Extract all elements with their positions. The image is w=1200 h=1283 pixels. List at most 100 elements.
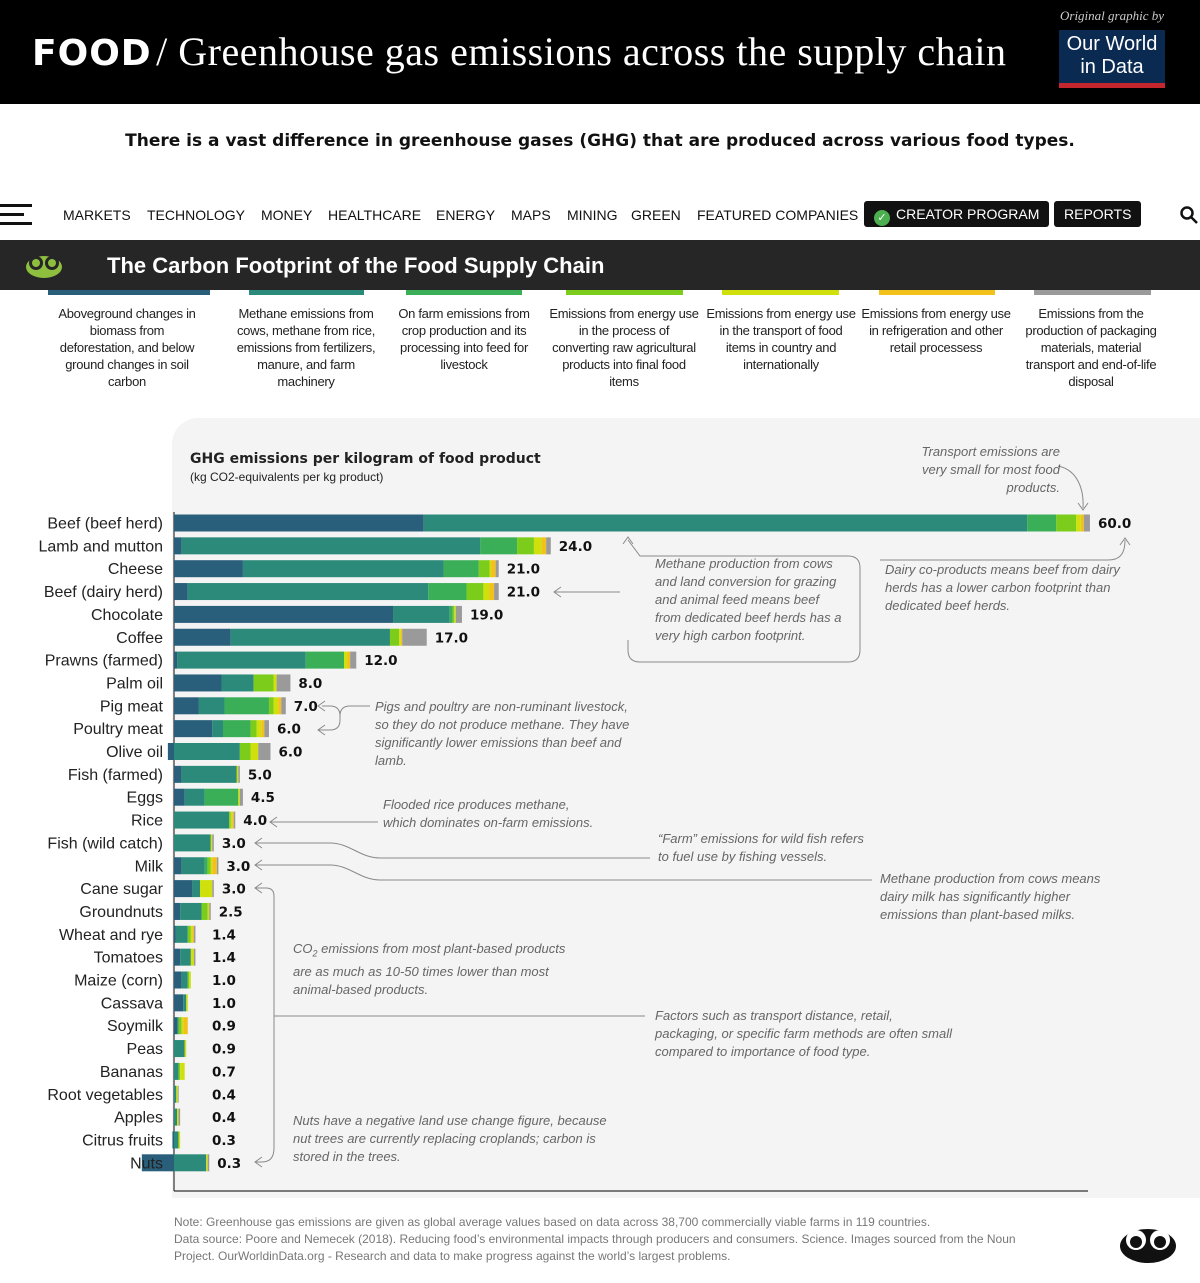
- dairy-connector: [880, 539, 1126, 561]
- value-label: 4.5: [251, 790, 275, 806]
- bar-fish-wild-catch-farm: [174, 834, 211, 852]
- category-label: Fish (farmed): [68, 767, 163, 784]
- banner-category: FOOD: [32, 33, 152, 74]
- legend-processing: Emissions from energy use in the process…: [549, 306, 699, 389]
- bar-tomatoes-farm: [180, 948, 191, 966]
- category-label: Olive oil: [106, 744, 163, 761]
- nav-technology[interactable]: TECHNOLOGY: [147, 207, 246, 223]
- value-label: 0.3: [212, 1133, 236, 1149]
- pigs-bracket: [318, 705, 370, 731]
- nav-healthcare[interactable]: HEALTHCARE: [328, 207, 422, 223]
- bar-chocolate-land-use-change: [174, 605, 394, 623]
- bar-pig-meat-land-use-change: [174, 697, 199, 715]
- value-label: 60.0: [1098, 516, 1131, 532]
- bar-wheat-and-rye-transport: [190, 925, 193, 943]
- bar-prawns-farmed-retail: [347, 651, 351, 669]
- bar-maize-corn-farm: [181, 971, 188, 989]
- value-label: 0.3: [217, 1156, 241, 1172]
- bar-olive-oil-transport: [250, 743, 259, 760]
- bar-chocolate-animal-feed: [449, 605, 453, 623]
- value-label: 6.0: [277, 722, 301, 738]
- brand-logo-bottom-icon: [1120, 1229, 1176, 1263]
- bar-poultry-meat-land-use-change: [174, 720, 213, 738]
- bar-milk-retail: [212, 857, 217, 875]
- menu-icon[interactable]: [0, 204, 32, 226]
- category-label: Peas: [127, 1041, 163, 1058]
- bar-pig-meat-packaging: [281, 697, 286, 715]
- bar-milk-animal-feed: [204, 857, 208, 875]
- nav-energy[interactable]: ENERGY: [436, 207, 496, 223]
- wild-fish-connector: [255, 842, 650, 859]
- bar-eggs-land-use-change: [174, 788, 185, 806]
- bar-prawns-farmed-farm: [177, 651, 306, 669]
- category-label: Soymilk: [107, 1018, 164, 1035]
- nav-maps[interactable]: MAPS: [511, 207, 551, 223]
- reports-label: REPORTS: [1064, 206, 1132, 222]
- bar-cheese-packaging: [495, 560, 499, 578]
- note-plant-based: CO2 emissions from most plant-based prod…: [293, 940, 578, 999]
- search-icon[interactable]: [1180, 206, 1198, 224]
- legend-swatch-land-use: [48, 290, 210, 295]
- bar-coffee-transport: [399, 628, 401, 646]
- bar-chocolate-processing: [452, 605, 455, 623]
- pigs-arrowhead-2: [317, 724, 326, 736]
- section-header: The Carbon Footprint of the Food Supply …: [0, 240, 1200, 290]
- nav-featured-companies[interactable]: FEATURED COMPANIES: [697, 207, 859, 223]
- bar-wheat-and-rye-processing: [187, 925, 191, 943]
- chart-title: GHG emissions per kilogram of food produ…: [190, 451, 541, 467]
- bar-chocolate-transport: [454, 605, 456, 623]
- creator-program-button[interactable]: ✓ CREATOR PROGRAM: [864, 201, 1050, 227]
- legend-transport: Emissions from energy use in the transpo…: [706, 306, 856, 372]
- value-label: 6.0: [279, 745, 303, 761]
- legend-swatch-packaging: [1034, 290, 1151, 295]
- bar-prawns-farmed-land-use-change: [174, 651, 178, 669]
- note-milk: Methane production from cows means dairy…: [880, 871, 1101, 922]
- category-label: Cassava: [101, 995, 163, 1012]
- owid-logo-line1: Our World: [1066, 33, 1158, 55]
- bar-beef-dairy-herd-packaging: [494, 583, 499, 601]
- nav-green[interactable]: GREEN: [631, 207, 681, 223]
- note-pigs-poultry: Pigs and poultry are non-ruminant livest…: [375, 699, 630, 768]
- header-banner: FOOD / Greenhouse gas emissions across t…: [0, 0, 1200, 104]
- value-label: 2.5: [219, 904, 243, 920]
- nav-markets[interactable]: MARKETS: [63, 207, 131, 223]
- bar-tomatoes-transport: [190, 948, 194, 966]
- bar-lamb-and-mutton-farm: [181, 537, 481, 555]
- bar-root-vegetables-farm: [174, 1085, 177, 1103]
- bar-fish-farmed-packaging: [238, 765, 240, 783]
- bar-olive-oil-land-use-change: [167, 743, 174, 760]
- bar-lamb-and-mutton-land-use-change: [174, 537, 182, 555]
- transport-arrowhead: [1077, 502, 1089, 511]
- bar-chocolate-farm: [393, 605, 450, 623]
- bar-milk-farm: [181, 857, 205, 875]
- bar-fish-wild-catch-transport: [210, 834, 213, 852]
- legend-retail: Emissions from energy use in refrigerati…: [861, 306, 1011, 355]
- bar-rice-processing: [229, 811, 231, 829]
- category-label: Beef (beef herd): [47, 516, 163, 533]
- nav-mining[interactable]: MINING: [567, 207, 618, 223]
- plant-bracket: [255, 887, 275, 1163]
- bar-peas-farm: [174, 1040, 185, 1058]
- bar-coffee-land-use-change: [174, 628, 231, 646]
- value-label: 3.0: [222, 882, 246, 898]
- bar-chocolate-packaging: [455, 605, 462, 623]
- bar-lamb-and-mutton-animal-feed: [480, 537, 518, 555]
- owid-logo[interactable]: Our World in Data: [1059, 30, 1165, 88]
- category-label: Eggs: [127, 790, 163, 807]
- legend-swatch-feed: [406, 290, 522, 295]
- value-label: 12.0: [364, 653, 397, 669]
- bar-olive-oil-farm: [174, 743, 240, 760]
- original-by-label: Original graphic by: [1060, 8, 1164, 23]
- bar-cheese-processing: [478, 560, 490, 578]
- bar-apples-packaging: [178, 1108, 181, 1126]
- bar-groundnuts-processing: [201, 902, 208, 920]
- nav-money[interactable]: MONEY: [261, 207, 313, 223]
- reports-button[interactable]: REPORTS: [1054, 201, 1142, 227]
- note-transport: Transport emissions are very small for m…: [921, 444, 1060, 495]
- chart-unit: (kg CO2-equivalents per kg product): [190, 470, 384, 484]
- bar-soymilk-farm: [177, 1017, 179, 1035]
- dairy-beef-arrowhead: [553, 586, 562, 598]
- value-label: 21.0: [507, 585, 540, 601]
- banner-title: FOOD / Greenhouse gas emissions across t…: [32, 28, 1007, 75]
- bar-cane-sugar-land-use-change: [174, 880, 193, 898]
